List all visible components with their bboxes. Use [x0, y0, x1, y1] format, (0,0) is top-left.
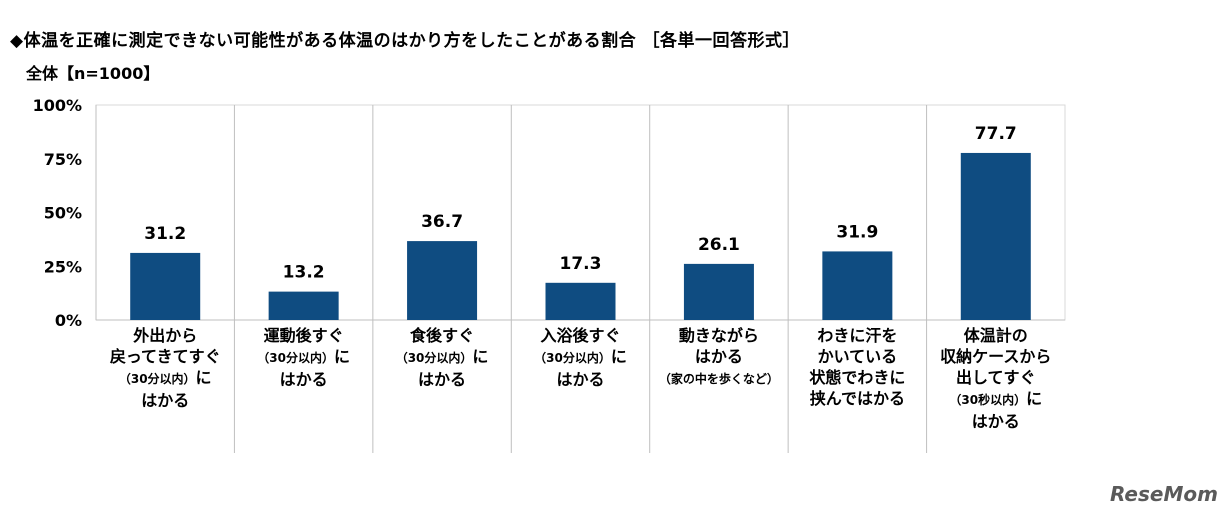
chart-title: ◆体温を正確に測定できない可能性がある体温のはかり方をしたことがある割合 ［各単… — [10, 31, 800, 51]
x-tick-label: 食後すぐ （30分以内）に はかる — [395, 326, 489, 389]
bar — [822, 251, 893, 320]
x-tick-label: 入浴後すぐ （30分以内）に はかる — [534, 326, 627, 389]
resemom-logo: ReseMom — [1110, 482, 1218, 506]
bar — [407, 241, 478, 320]
value-label: 36.7 — [421, 212, 463, 232]
x-tick-label: 運動後すぐ （30分以内）に はかる — [257, 326, 350, 389]
y-tick-label: 75% — [44, 150, 82, 169]
y-tick-label: 0% — [55, 311, 82, 330]
y-tick-label: 25% — [44, 257, 82, 276]
value-label: 13.2 — [283, 263, 325, 283]
x-tick-label: 動きながら はかる （家の中を歩くなど） — [658, 326, 779, 386]
y-tick-label: 50% — [44, 204, 82, 223]
x-tick-label: 体温計の 収納ケースから 出してすぐ （30秒以内）に はかる — [940, 326, 1052, 431]
value-label: 17.3 — [560, 254, 602, 274]
chart-subtitle: 全体【n=1000】 — [26, 64, 160, 83]
bar — [545, 282, 616, 320]
bar — [683, 263, 754, 320]
value-label: 31.9 — [836, 222, 878, 242]
value-label: 31.2 — [144, 224, 186, 244]
value-label: 26.1 — [698, 235, 740, 255]
x-tick-label: 外出から 戻ってきてすぐ （30分以内）に はかる — [109, 326, 221, 410]
value-label: 77.7 — [975, 124, 1017, 144]
bar — [268, 291, 339, 320]
y-tick-label: 100% — [33, 96, 82, 115]
bar — [960, 152, 1031, 320]
bar — [130, 252, 201, 320]
x-tick-label: わきに汗を かいている 状態でわきに 挟んではかる — [809, 326, 906, 408]
